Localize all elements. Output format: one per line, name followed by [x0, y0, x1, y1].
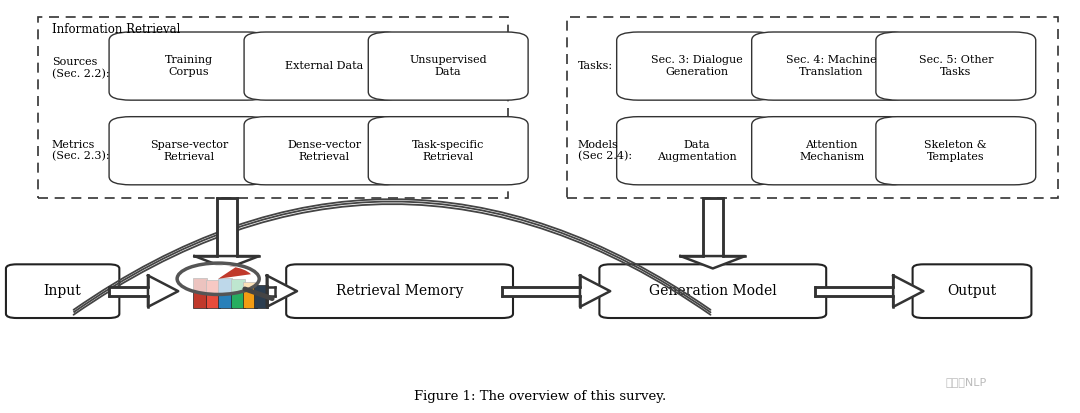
Text: Data
Augmentation: Data Augmentation — [657, 140, 737, 161]
FancyBboxPatch shape — [244, 116, 404, 185]
Text: Retrieval Memory: Retrieval Memory — [336, 284, 463, 298]
Text: Sec. 4: Machine
Translation: Sec. 4: Machine Translation — [786, 55, 877, 77]
Polygon shape — [148, 275, 178, 307]
Polygon shape — [194, 256, 259, 268]
FancyBboxPatch shape — [6, 264, 120, 318]
Text: Generation Model: Generation Model — [649, 284, 777, 298]
Polygon shape — [893, 275, 923, 307]
FancyBboxPatch shape — [617, 32, 777, 100]
FancyBboxPatch shape — [231, 279, 245, 308]
Text: Sources
(Sec. 2.2):: Sources (Sec. 2.2): — [52, 57, 109, 79]
Wedge shape — [218, 266, 251, 279]
Text: Information Retrieval: Information Retrieval — [52, 23, 180, 36]
Text: Metrics
(Sec. 2.3):: Metrics (Sec. 2.3): — [52, 140, 109, 162]
FancyBboxPatch shape — [193, 278, 207, 308]
FancyBboxPatch shape — [218, 278, 232, 308]
Text: Skeleton &
Templates: Skeleton & Templates — [924, 140, 987, 161]
Text: Models
(Sec 2.4):: Models (Sec 2.4): — [578, 140, 632, 162]
FancyBboxPatch shape — [244, 32, 404, 100]
FancyBboxPatch shape — [599, 264, 826, 318]
Polygon shape — [680, 256, 745, 268]
Text: Sparse-vector
Retrieval: Sparse-vector Retrieval — [150, 140, 228, 161]
Text: Task-specific
Retrieval: Task-specific Retrieval — [411, 140, 485, 161]
Text: Training
Corpus: Training Corpus — [165, 55, 213, 77]
FancyBboxPatch shape — [109, 116, 269, 185]
Polygon shape — [267, 275, 297, 307]
Circle shape — [177, 263, 259, 294]
Bar — [815, 287, 902, 296]
Text: Dense-vector
Retrieval: Dense-vector Retrieval — [287, 140, 361, 161]
Text: Input: Input — [44, 284, 81, 298]
FancyBboxPatch shape — [876, 116, 1036, 185]
Text: Sec. 3: Dialogue
Generation: Sec. 3: Dialogue Generation — [651, 55, 742, 77]
Bar — [567, 17, 1058, 198]
Text: 老刘说NLP: 老刘说NLP — [946, 377, 987, 387]
Text: Sec. 5: Other
Tasks: Sec. 5: Other Tasks — [919, 55, 993, 77]
FancyArrowPatch shape — [73, 204, 711, 315]
FancyBboxPatch shape — [368, 32, 528, 100]
Text: External Data: External Data — [285, 61, 363, 71]
Wedge shape — [206, 266, 235, 279]
FancyBboxPatch shape — [913, 264, 1031, 318]
FancyBboxPatch shape — [243, 282, 257, 308]
Text: Output: Output — [947, 284, 997, 298]
FancyBboxPatch shape — [109, 32, 269, 100]
FancyArrowPatch shape — [73, 199, 711, 310]
FancyBboxPatch shape — [286, 264, 513, 318]
Bar — [108, 287, 157, 296]
FancyArrowPatch shape — [75, 202, 711, 312]
Bar — [217, 198, 237, 256]
FancyBboxPatch shape — [254, 285, 268, 308]
Bar — [703, 198, 723, 256]
FancyBboxPatch shape — [617, 116, 777, 185]
FancyBboxPatch shape — [206, 280, 220, 308]
FancyBboxPatch shape — [752, 32, 912, 100]
FancyBboxPatch shape — [752, 116, 912, 185]
Bar — [38, 17, 508, 198]
Text: Unsupervised
Data: Unsupervised Data — [409, 55, 487, 77]
FancyBboxPatch shape — [368, 116, 528, 185]
FancyBboxPatch shape — [876, 32, 1036, 100]
Text: Tasks:: Tasks: — [578, 61, 613, 71]
Text: Attention
Mechanism: Attention Mechanism — [799, 140, 864, 161]
Polygon shape — [580, 275, 610, 307]
Text: Figure 1: The overview of this survey.: Figure 1: The overview of this survey. — [414, 390, 666, 403]
Bar — [502, 287, 589, 296]
